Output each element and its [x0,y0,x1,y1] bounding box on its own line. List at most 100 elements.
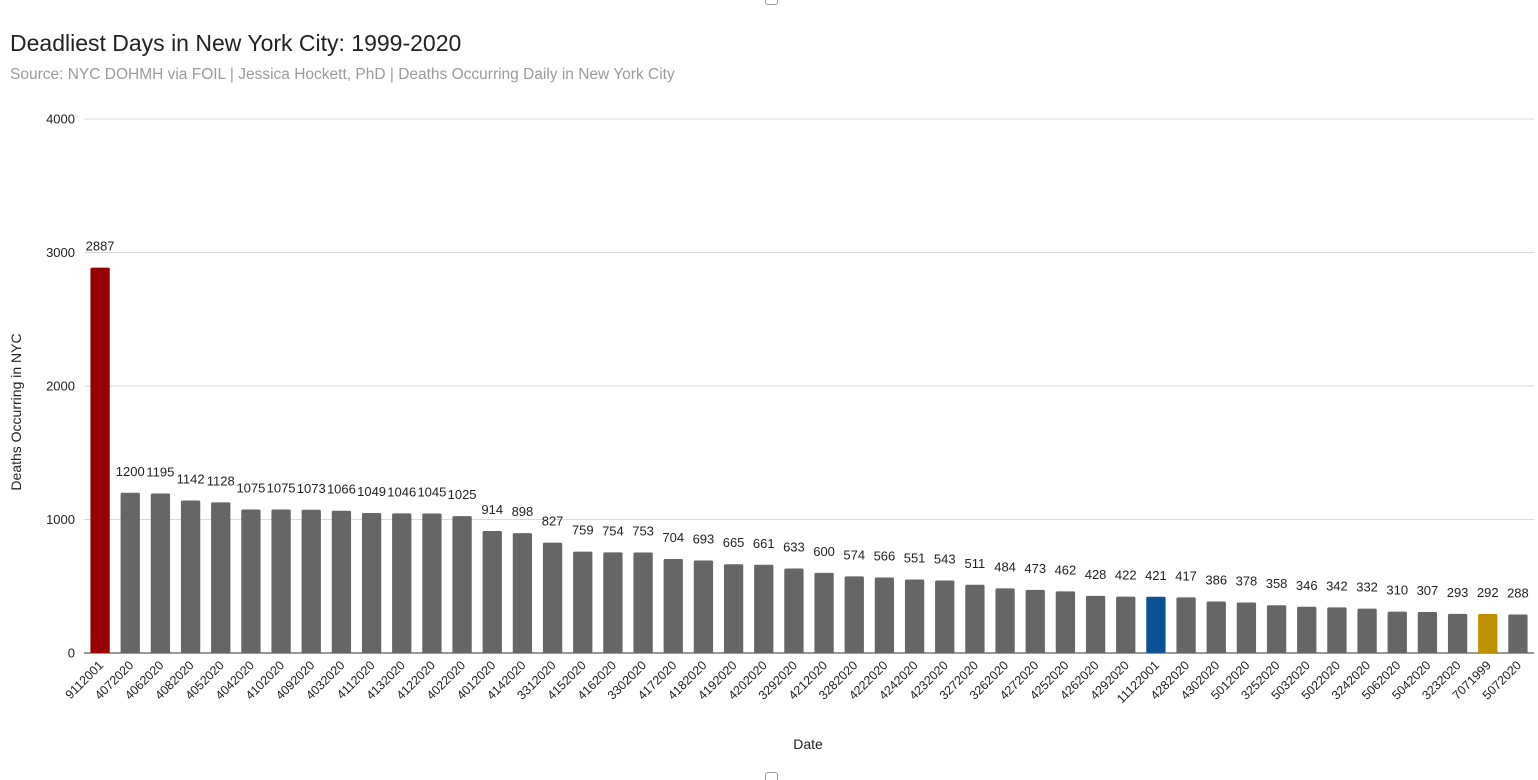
bar-5062020[interactable] [1387,611,1407,653]
bar-3272020[interactable] [965,584,985,653]
data-label: 421 [1145,568,1167,583]
data-label: 827 [542,514,564,529]
y-tick-label: 2000 [46,379,75,394]
bar-3232020[interactable] [1447,613,1468,653]
y-tick-label: 1000 [46,512,75,527]
chart-resize-handle-top[interactable] [765,0,778,5]
data-label: 600 [813,544,835,559]
bar-4272020[interactable] [1025,589,1045,653]
bar-4172020[interactable] [663,559,683,653]
bar-4082020[interactable] [180,500,201,653]
bars [90,267,1528,653]
data-label: 551 [904,550,926,565]
data-label: 417 [1175,568,1197,583]
bar-4302020[interactable] [1206,601,1226,653]
bar-3282020[interactable] [844,576,864,653]
data-label: 633 [783,539,805,554]
bar-4262020[interactable] [1085,595,1106,653]
data-label: 511 [965,556,986,571]
x-axis-ticks: 9112001407202040620204082020405202040420… [63,658,1525,706]
bar-4102020[interactable] [271,509,291,653]
data-label: 566 [874,548,896,563]
data-label: 292 [1477,585,1499,600]
bar-4222020[interactable] [874,577,895,653]
y-tick-label: 3000 [46,245,75,260]
chart-resize-handle-bottom[interactable] [765,772,778,780]
bar-4212020[interactable] [814,572,834,653]
data-label: 759 [572,523,594,538]
bar-3252020[interactable] [1266,605,1287,653]
bar-4092020[interactable] [301,509,321,653]
bar-4132020[interactable] [392,513,412,653]
data-label: 1073 [297,481,326,496]
data-label: 704 [662,530,684,545]
data-label: 1045 [417,484,446,499]
data-label: 378 [1236,574,1258,589]
data-label: 1142 [177,472,205,487]
bar-5072020[interactable] [1508,614,1528,653]
data-label: 898 [512,504,534,519]
bar-3312020[interactable] [542,542,563,653]
data-label: 422 [1115,568,1137,583]
data-label: 914 [481,502,503,517]
chart-subtitle: Source: NYC DOHMH via FOIL | Jessica Hoc… [10,66,675,83]
bar-5042020[interactable] [1417,612,1438,653]
bar-4032020[interactable] [331,510,352,653]
data-label: 1049 [357,484,386,499]
data-label: 346 [1296,578,1318,593]
bar-4192020[interactable] [723,564,744,653]
data-label: 661 [753,536,775,551]
bar-5032020[interactable] [1297,606,1317,653]
bar-11122001[interactable] [1146,596,1166,653]
data-label: 1066 [327,482,356,497]
data-label: 1200 [116,464,145,479]
bar-4252020[interactable] [1055,591,1076,653]
data-label: 2887 [86,239,115,254]
bar-4242020[interactable] [904,579,925,653]
bar-4282020[interactable] [1176,597,1196,653]
bar-4052020[interactable] [211,502,231,653]
data-label: 693 [693,531,715,546]
bar-4072020[interactable] [120,492,140,653]
y-axis-ticks: 0 1000 2000 3000 4000 [46,112,75,661]
data-label: 288 [1507,586,1529,601]
bar-3262020[interactable] [995,588,1015,653]
data-label: 332 [1356,580,1378,595]
data-label: 342 [1326,578,1348,593]
bar-4042020[interactable] [241,509,261,653]
data-label: 665 [723,535,745,550]
chart-title: Deadliest Days in New York City: 1999-20… [10,30,462,56]
gridlines [84,118,1534,654]
bar-4142020[interactable] [512,533,533,653]
bar-4012020[interactable] [482,530,502,653]
data-label: 1075 [236,480,265,495]
bar-4292020[interactable] [1116,596,1136,653]
bar-4152020[interactable] [573,551,593,653]
bar-3292020[interactable] [784,568,804,653]
data-label: 484 [994,559,1016,574]
data-label: 473 [1024,561,1046,576]
bar-5022020[interactable] [1327,607,1347,653]
bar-4022020[interactable] [452,516,472,653]
bar-4162020[interactable] [603,552,623,653]
bar-3242020[interactable] [1357,608,1377,653]
bar-7071999[interactable] [1478,614,1498,653]
data-label: 293 [1447,585,1469,600]
y-tick-label: 4000 [46,112,75,127]
data-label: 358 [1266,576,1288,591]
data-label: 1128 [207,473,235,488]
bar-4122020[interactable] [422,513,442,653]
bar-5012020[interactable] [1236,602,1257,653]
data-label: 462 [1055,562,1077,577]
data-label: 543 [934,552,956,567]
bar-4182020[interactable] [693,560,714,653]
bar-4062020[interactable] [150,493,171,653]
bar-3302020[interactable] [633,552,653,653]
bar-9112001[interactable] [90,267,110,653]
bar-4202020[interactable] [754,564,774,653]
data-label: 428 [1085,567,1107,582]
bar-4112020[interactable] [361,512,382,653]
data-label: 1075 [267,480,296,495]
bar-4232020[interactable] [935,580,955,653]
